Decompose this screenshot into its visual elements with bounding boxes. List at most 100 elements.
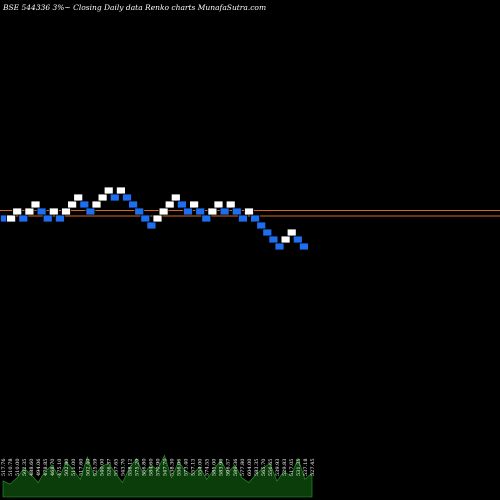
renko-brick-down — [134, 207, 145, 216]
renko-brick-up — [67, 200, 77, 209]
volume-label: 488.60 — [29, 459, 35, 477]
renko-brick-down — [250, 214, 261, 223]
volume-label: 589.36 — [233, 459, 239, 477]
renko-brick-up — [280, 235, 291, 244]
renko-brick-down — [140, 214, 151, 223]
volume-label: 502.80 — [64, 459, 70, 477]
volume-label: 604.00 — [247, 459, 253, 477]
renko-brick-up — [48, 207, 59, 216]
renko-brick-down — [55, 214, 65, 223]
renko-brick-up — [244, 207, 254, 216]
volume-label: 566.80 — [142, 459, 148, 477]
volume-label: 525.59 — [92, 459, 98, 477]
volume-label: 557.13 — [191, 459, 197, 477]
renko-brick-down — [268, 235, 279, 244]
renko-brick-up — [61, 207, 71, 216]
volume-label: 526.37 — [106, 459, 112, 477]
volume-label: 565.70 — [261, 459, 267, 477]
renko-brick-up — [152, 214, 163, 223]
volume-label: 596.57 — [226, 459, 232, 477]
volume-label: 517.76 — [1, 459, 7, 477]
volume-label: 531.35 — [296, 459, 302, 477]
volume-label: 557.65 — [113, 459, 119, 477]
renko-brick-down — [122, 193, 132, 202]
volume-label: 556.65 — [268, 459, 274, 477]
volume-label: 539.93 — [275, 459, 281, 477]
volume-label: 537.18 — [303, 459, 309, 477]
volume-label: 517.05 — [289, 459, 295, 477]
volume-label: 527.45 — [310, 459, 316, 477]
volume-label: 510.00 — [15, 459, 21, 477]
renko-brick-up — [103, 186, 114, 195]
renko-brick-down — [36, 207, 47, 216]
volume-label: 547.70 — [163, 459, 169, 477]
renko-brick-up — [12, 207, 23, 216]
renko-brick-down — [274, 242, 285, 251]
renko-brick-up — [91, 200, 102, 209]
volume-label: 574.55 — [205, 459, 211, 477]
volume-label: 540.00 — [99, 459, 105, 477]
renko-brick-up — [116, 186, 126, 195]
renko-brick-down — [85, 207, 96, 216]
renko-brick-down — [262, 228, 273, 237]
volume-label: 575.29 — [134, 459, 140, 477]
renko-brick-down — [219, 207, 230, 216]
volume-label: 538.30 — [170, 459, 176, 477]
volume-label: 558.12 — [127, 459, 133, 477]
volume-label: 478.85 — [43, 459, 49, 477]
renko-brick-up — [30, 200, 41, 209]
volume-labels: 517.76 510.78 510.00 502.35 488.60 494.06 478.… — [1, 459, 316, 477]
renko-brick-down — [109, 193, 120, 202]
volume-label: 494.06 — [36, 459, 42, 477]
renko-brick-down — [201, 214, 212, 223]
volume-label: 517.60 — [78, 459, 84, 477]
renko-brick-up — [158, 207, 169, 216]
volume-area — [2, 454, 313, 498]
renko-brick-up — [170, 193, 181, 202]
volume-label: 556.06 — [177, 459, 183, 477]
volume-label: 502.35 — [22, 459, 28, 477]
renko-brick-down — [256, 221, 267, 230]
chart-title: BSE 544336 3%~ Closing Daily data Renko … — [2, 3, 266, 12]
volume-label: 583.35 — [254, 459, 260, 477]
renko-brick-down — [231, 207, 242, 216]
volume-label: 502.40 — [85, 459, 91, 477]
volume-label: 577.80 — [240, 459, 246, 477]
volume-label: 554.00 — [198, 459, 204, 477]
volume-label: 584.60 — [149, 459, 155, 477]
renko-brick-down — [146, 221, 157, 230]
volume-label: 529.83 — [282, 459, 288, 477]
renko-brick-down — [79, 200, 90, 209]
renko-brick-up — [213, 200, 224, 209]
volume-label: 511.00 — [71, 459, 77, 477]
volume-label: 543.70 — [120, 459, 126, 477]
volume-label: 585.00 — [212, 459, 218, 477]
renko-brick-up — [164, 200, 175, 209]
renko-brick-up — [286, 228, 297, 237]
volume-label: 468.70 — [50, 459, 56, 477]
volume-label: 510.78 — [8, 459, 14, 477]
renko-brick-up — [24, 207, 35, 216]
volume-label: 570.90 — [156, 459, 162, 477]
renko-brick-up — [97, 193, 108, 202]
renko-brick-down — [128, 200, 139, 209]
renko-brick-down — [183, 207, 193, 216]
renko-brick-down — [298, 242, 309, 251]
renko-brick-down — [292, 235, 303, 244]
volume-area-path — [2, 454, 313, 498]
volume-label: 583.90 — [219, 459, 225, 477]
renko-brick-down — [237, 214, 248, 223]
volume-label: 475.10 — [57, 459, 63, 477]
renko-brick-up — [207, 207, 218, 216]
renko-brick-down — [18, 214, 29, 223]
renko-brick-down — [176, 200, 187, 209]
renko-brick-up — [189, 200, 200, 209]
renko-brick-up — [6, 214, 16, 223]
renko-bricks — [0, 186, 309, 251]
renko-brick-down — [42, 214, 53, 223]
volume-label: 573.40 — [184, 459, 190, 477]
renko-brick-down — [195, 207, 206, 216]
renko-brick-up — [225, 200, 236, 209]
